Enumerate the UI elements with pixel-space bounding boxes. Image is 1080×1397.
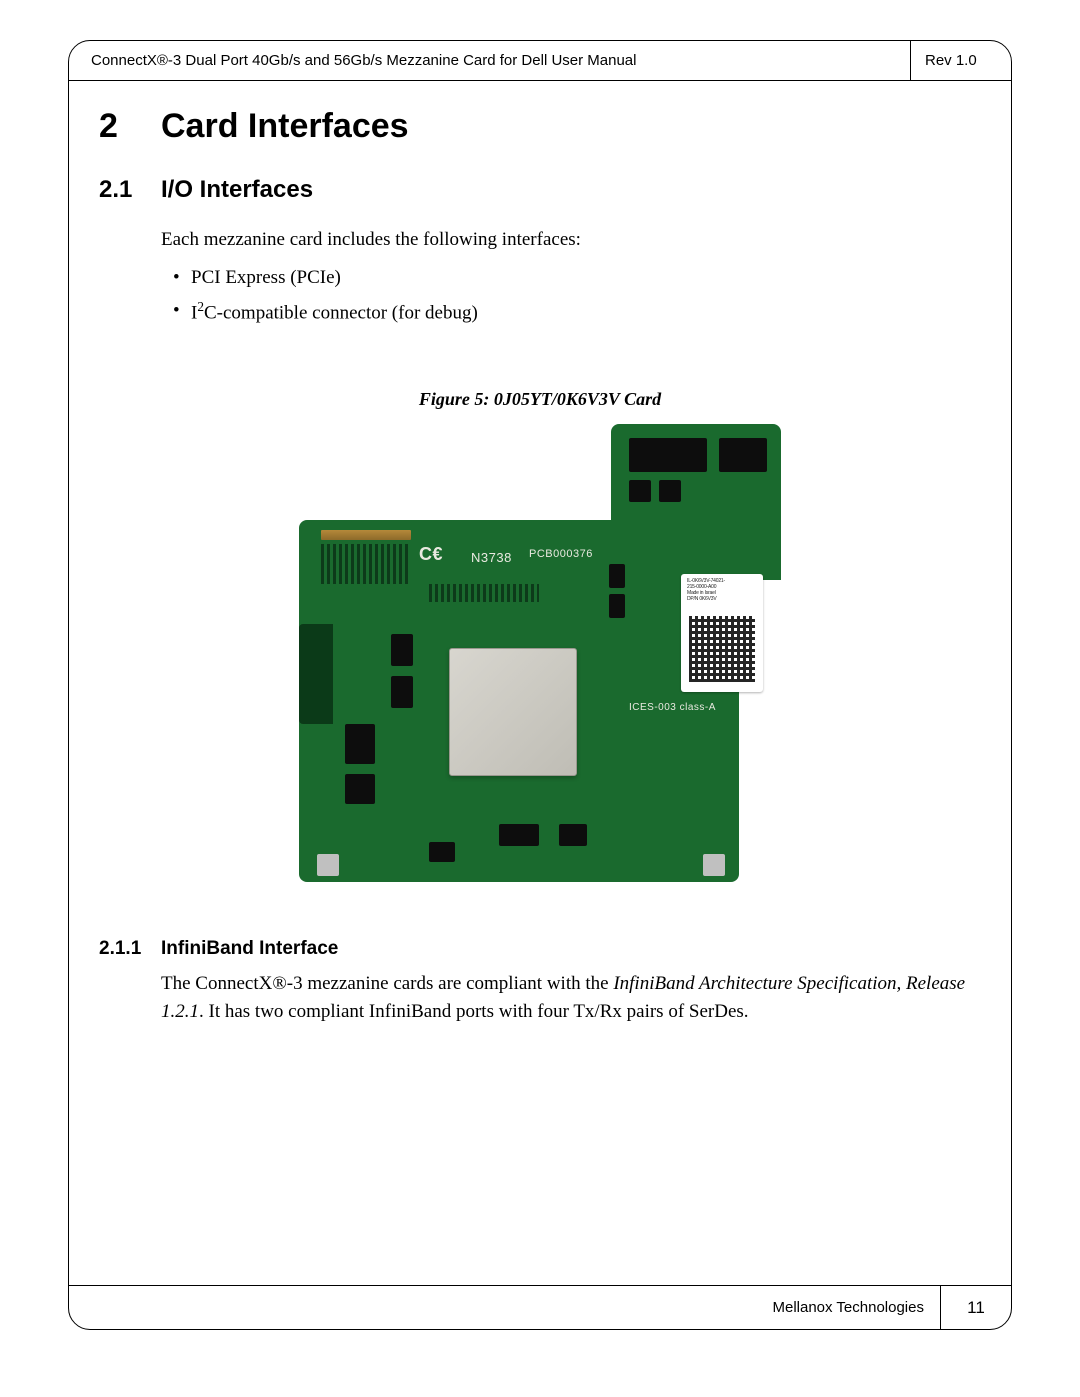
bullet-i2c: I2C-compatible connector (for debug) — [173, 297, 981, 327]
pcb-gold-pads — [321, 530, 411, 540]
pcb-component — [609, 564, 625, 588]
page-content: 2 Card Interfaces 2.1 I/O Interfaces Eac… — [69, 81, 1011, 1025]
sub-p1a: The ConnectX®-3 mezzanine cards are comp… — [161, 973, 613, 994]
section-heading: 2.1 I/O Interfaces — [99, 176, 981, 204]
pcb-traces — [429, 584, 539, 602]
intro-paragraph: Each mezzanine card includes the followi… — [161, 226, 981, 254]
pcb-component — [391, 634, 413, 666]
pcb-component — [629, 438, 707, 472]
pcb-component — [609, 594, 625, 618]
pcb-component — [499, 824, 539, 846]
pcb-component — [659, 480, 681, 502]
subsection-heading: 2.1.1 InfiniBand Interface — [99, 938, 981, 960]
bullet-pcie: PCI Express (PCIe) — [173, 264, 981, 292]
footer-company: Mellanox Technologies — [757, 1286, 942, 1329]
pcb-component — [629, 480, 651, 502]
pcb-traces — [321, 544, 411, 584]
subsection-body: The ConnectX®-3 mezzanine cards are comp… — [161, 970, 981, 1025]
chapter-number: 2 — [99, 107, 161, 146]
main-chip — [449, 648, 577, 776]
pcb-component — [345, 724, 375, 764]
section-body: Each mezzanine card includes the followi… — [161, 226, 981, 327]
doc-title: ConnectX®-3 Dual Port 40Gb/s and 56Gb/s … — [69, 41, 911, 80]
sub-p1b: . It has two compliant InfiniBand ports … — [199, 1001, 749, 1022]
i2c-sup: 2 — [197, 299, 204, 314]
pcb-card-illustration: IL-0K6V3V-74021- 215-0000-A00 Made in Is… — [299, 424, 781, 882]
pcb-screw-hole — [317, 854, 339, 876]
footer-page-number: 11 — [941, 1298, 1011, 1318]
pcb-component — [429, 842, 455, 862]
interface-bullets: PCI Express (PCIe) I2C-compatible connec… — [173, 264, 981, 327]
page-footer: Mellanox Technologies 11 — [69, 1285, 1011, 1329]
pcb-component — [559, 824, 587, 846]
silk-pcbnum: PCB000376 — [529, 548, 593, 560]
figure-caption: Figure 5: 0J05YT/0K6V3V Card — [99, 389, 981, 410]
edge-connector — [299, 624, 333, 724]
section-number: 2.1 — [99, 176, 161, 204]
product-label: IL-0K6V3V-74021- 215-0000-A00 Made in Is… — [681, 574, 763, 692]
pcb-component — [719, 438, 767, 472]
subsection-paragraph: The ConnectX®-3 mezzanine cards are comp… — [161, 970, 981, 1025]
subsection-number: 2.1.1 — [99, 938, 161, 960]
revision-label: Rev 1.0 — [911, 41, 1011, 80]
pcb-screw-hole — [703, 854, 725, 876]
silk-ce: C€ — [419, 544, 443, 565]
page-frame: ConnectX®-3 Dual Port 40Gb/s and 56Gb/s … — [68, 40, 1012, 1330]
figure-image-wrap: IL-0K6V3V-74021- 215-0000-A00 Made in Is… — [99, 424, 981, 882]
pcb-component — [345, 774, 375, 804]
chapter-heading: 2 Card Interfaces — [99, 107, 981, 146]
section-title: I/O Interfaces — [161, 176, 313, 204]
pcb-component — [391, 676, 413, 708]
silk-ices: ICES-003 class-A — [629, 702, 716, 713]
page-header: ConnectX®-3 Dual Port 40Gb/s and 56Gb/s … — [69, 41, 1011, 81]
subsection-title: InfiniBand Interface — [161, 938, 338, 960]
chapter-title: Card Interfaces — [161, 107, 409, 146]
silk-n3738: N3738 — [471, 550, 512, 565]
i2c-post: C-compatible connector (for debug) — [204, 302, 478, 323]
qr-code-icon — [689, 616, 755, 682]
label-text: IL-0K6V3V-74021- 215-0000-A00 Made in Is… — [687, 578, 725, 602]
